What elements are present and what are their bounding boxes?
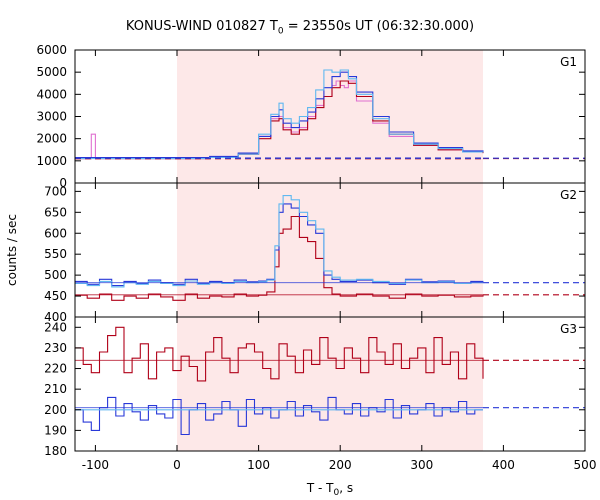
x-tick-label: 0: [173, 458, 181, 472]
series-blue-g3: [75, 396, 483, 436]
chart-title: KONUS-WIND 010827 T0 = 23550s UT (06:32:…: [125, 19, 475, 37]
panel-label-g1: G1: [560, 55, 577, 69]
x-tick-label: -100: [82, 458, 109, 472]
series-dark_red-g2: [75, 215, 484, 301]
panel-label-g3: G3: [560, 322, 577, 336]
y-tick-label-g3: 240: [44, 320, 67, 334]
y-tick-label-g2: 600: [44, 226, 67, 240]
y-tick-label-g2: 450: [44, 289, 67, 303]
y-tick-label-g1: 5000: [36, 65, 67, 79]
y-tick-label-g3: 180: [44, 444, 67, 458]
x-tick-label: 400: [492, 458, 515, 472]
x-tick-label: 200: [329, 458, 352, 472]
y-axis-label: counts / sec: [5, 214, 19, 286]
x-tick-label: 100: [247, 458, 270, 472]
x-axis-label: T - T0, s: [306, 481, 353, 498]
y-tick-label-g3: 190: [44, 423, 67, 437]
y-tick-label-g3: 200: [44, 403, 67, 417]
y-tick-label-g2: 650: [44, 205, 67, 219]
x-tick-label: 500: [574, 458, 597, 472]
y-tick-label-g1: 1000: [36, 154, 67, 168]
x-tick-label: 300: [410, 458, 433, 472]
y-tick-label-g1: 4000: [36, 87, 67, 101]
y-tick-label-g1: 0: [59, 176, 67, 190]
y-tick-label-g1: 2000: [36, 132, 67, 146]
series-dark_red-g3: [75, 326, 484, 382]
y-tick-label-g3: 210: [44, 382, 67, 396]
y-tick-label-g1: 3000: [36, 110, 67, 124]
series-light_blue-g1: [75, 69, 484, 160]
y-tick-label-g3: 230: [44, 341, 67, 355]
y-tick-label-g2: 400: [44, 310, 67, 324]
y-tick-label-g2: 550: [44, 247, 67, 261]
y-tick-label-g2: 700: [44, 184, 67, 198]
highlight-interval: [177, 50, 483, 451]
y-tick-label-g1: 6000: [36, 43, 67, 57]
y-tick-label-g2: 500: [44, 268, 67, 282]
panel-label-g2: G2: [560, 188, 577, 202]
y-tick-label-g3: 220: [44, 362, 67, 376]
panel-frame-g3: [74, 316, 586, 452]
